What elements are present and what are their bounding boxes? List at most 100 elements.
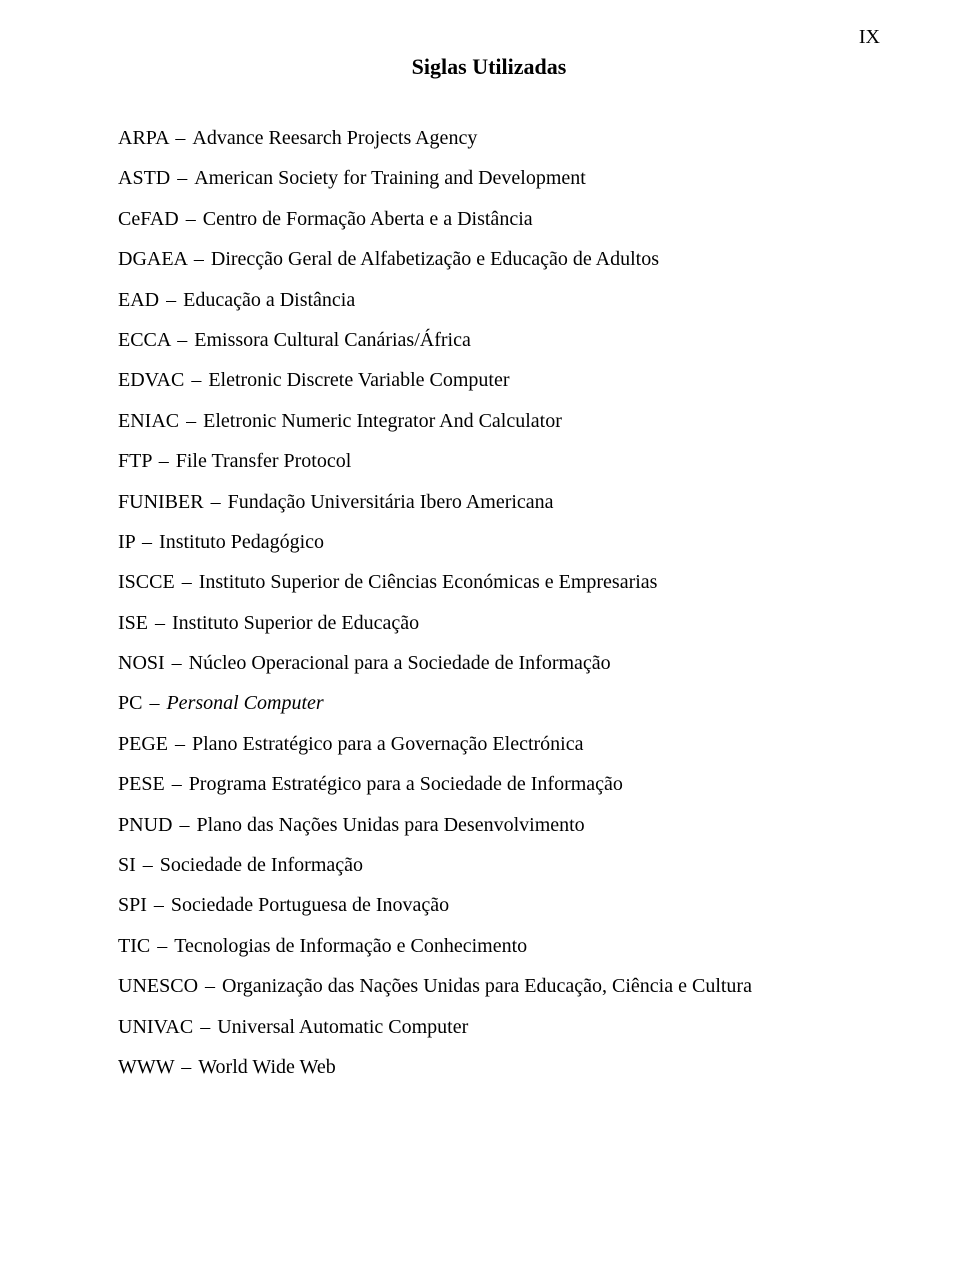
acronym: ISE — [118, 612, 148, 634]
expansion: Centro de Formação Aberta e a Distância — [203, 208, 533, 230]
list-item: TIC – Tecnologias de Informação e Conhec… — [118, 926, 860, 966]
separator: – — [175, 167, 194, 189]
acronym: ISCCE — [118, 571, 175, 593]
list-item: ASTD – American Society for Training and… — [118, 158, 860, 198]
expansion: File Transfer Protocol — [176, 450, 352, 472]
separator: – — [180, 571, 199, 593]
expansion: Tecnologias de Informação e Conhecimento — [174, 935, 527, 957]
expansion: Instituto Superior de Educação — [172, 612, 419, 634]
separator: – — [203, 975, 222, 997]
expansion: Sociedade de Informação — [160, 854, 363, 876]
acronym: FTP — [118, 450, 152, 472]
list-item: CeFAD – Centro de Formação Aberta e a Di… — [118, 199, 860, 239]
list-item: EAD – Educação a Distância — [118, 280, 860, 320]
separator: – — [209, 491, 228, 513]
expansion: Sociedade Portuguesa de Inovação — [171, 894, 449, 916]
list-item: PC – Personal Computer — [118, 683, 860, 723]
acronym: CeFAD — [118, 208, 179, 230]
list-item: PESE – Programa Estratégico para a Socie… — [118, 764, 860, 804]
expansion: Fundação Universitária Ibero Americana — [228, 491, 554, 513]
expansion: Eletronic Numeric Integrator And Calcula… — [203, 410, 562, 432]
expansion: Instituto Superior de Ciências Económica… — [199, 571, 658, 593]
expansion: American Society for Training and Develo… — [194, 167, 586, 189]
list-item: PEGE – Plano Estratégico para a Governaç… — [118, 724, 860, 764]
separator: – — [192, 248, 211, 270]
acronym: WWW — [118, 1056, 174, 1078]
acronym: EAD — [118, 289, 159, 311]
expansion: World Wide Web — [198, 1056, 335, 1078]
separator: – — [189, 369, 208, 391]
acronym: TIC — [118, 935, 150, 957]
acronym: ASTD — [118, 167, 170, 189]
separator: – — [164, 289, 183, 311]
separator: – — [170, 773, 189, 795]
expansion: Universal Automatic Computer — [217, 1016, 468, 1038]
list-item: ISCCE – Instituto Superior de Ciências E… — [118, 562, 860, 602]
list-item: DGAEA – Direcção Geral de Alfabetização … — [118, 239, 860, 279]
list-item: IP – Instituto Pedagógico — [118, 522, 860, 562]
separator: – — [175, 329, 194, 351]
acronym: UNESCO — [118, 975, 198, 997]
expansion: Advance Reesarch Projects Agency — [192, 127, 477, 149]
expansion: Núcleo Operacional para a Sociedade de I… — [189, 652, 611, 674]
list-item: ECCA – Emissora Cultural Canárias/África — [118, 320, 860, 360]
expansion: Eletronic Discrete Variable Computer — [208, 369, 509, 391]
expansion: Programa Estratégico para a Sociedade de… — [189, 773, 623, 795]
acronym: DGAEA — [118, 248, 187, 270]
acronym: ENIAC — [118, 410, 179, 432]
separator: – — [173, 733, 192, 755]
separator: – — [152, 894, 171, 916]
expansion: Personal Computer — [166, 692, 323, 714]
acronym: PNUD — [118, 814, 172, 836]
separator: – — [173, 127, 192, 149]
acronym: ECCA — [118, 329, 170, 351]
acronym: EDVAC — [118, 369, 184, 391]
acronym-list: ARPA – Advance Reesarch Projects AgencyA… — [118, 118, 860, 1087]
separator: – — [157, 450, 176, 472]
expansion: Direcção Geral de Alfabetização e Educaç… — [211, 248, 659, 270]
separator: – — [184, 410, 203, 432]
separator: – — [170, 652, 189, 674]
list-item: SPI – Sociedade Portuguesa de Inovação — [118, 885, 860, 925]
acronym: FUNIBER — [118, 491, 204, 513]
acronym: SPI — [118, 894, 147, 916]
separator: – — [141, 854, 160, 876]
list-item: SI – Sociedade de Informação — [118, 845, 860, 885]
expansion: Plano Estratégico para a Governação Elec… — [192, 733, 583, 755]
separator: – — [153, 612, 172, 634]
list-item: ISE – Instituto Superior de Educação — [118, 603, 860, 643]
expansion: Instituto Pedagógico — [159, 531, 324, 553]
acronym: PEGE — [118, 733, 168, 755]
separator: – — [147, 692, 166, 714]
list-item: UNESCO – Organização das Nações Unidas p… — [118, 966, 860, 1006]
separator: – — [184, 208, 203, 230]
page-title: Siglas Utilizadas — [118, 54, 860, 80]
list-item: PNUD – Plano das Nações Unidas para Dese… — [118, 805, 860, 845]
list-item: FUNIBER – Fundação Universitária Ibero A… — [118, 482, 860, 522]
expansion: Plano das Nações Unidas para Desenvolvim… — [196, 814, 584, 836]
acronym: ARPA — [118, 127, 168, 149]
list-item: WWW – World Wide Web — [118, 1047, 860, 1087]
page-number: IX — [859, 26, 880, 49]
acronym: SI — [118, 854, 136, 876]
separator: – — [198, 1016, 217, 1038]
acronym: NOSI — [118, 652, 165, 674]
list-item: UNIVAC – Universal Automatic Computer — [118, 1007, 860, 1047]
separator: – — [177, 814, 196, 836]
separator: – — [155, 935, 174, 957]
list-item: ARPA – Advance Reesarch Projects Agency — [118, 118, 860, 158]
acronym: PESE — [118, 773, 165, 795]
page: IX Siglas Utilizadas ARPA – Advance Rees… — [0, 0, 960, 1087]
expansion: Organização das Nações Unidas para Educa… — [222, 975, 752, 997]
separator: – — [140, 531, 159, 553]
acronym: IP — [118, 531, 135, 553]
acronym: PC — [118, 692, 142, 714]
expansion: Educação a Distância — [183, 289, 355, 311]
list-item: ENIAC – Eletronic Numeric Integrator And… — [118, 401, 860, 441]
acronym: UNIVAC — [118, 1016, 193, 1038]
separator: – — [179, 1056, 198, 1078]
list-item: FTP – File Transfer Protocol — [118, 441, 860, 481]
expansion: Emissora Cultural Canárias/África — [194, 329, 471, 351]
list-item: EDVAC – Eletronic Discrete Variable Comp… — [118, 360, 860, 400]
list-item: NOSI – Núcleo Operacional para a Socieda… — [118, 643, 860, 683]
